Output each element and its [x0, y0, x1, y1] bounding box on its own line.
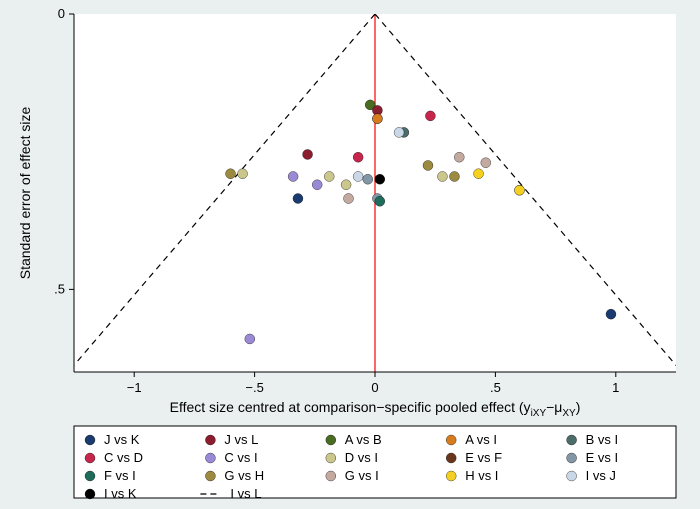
legend-item-label: J vs K [104, 432, 140, 447]
y-axis-label: Standard error of effect size [17, 107, 33, 280]
x-tick-label: −1 [127, 380, 142, 395]
legend-item-label: I vs K [104, 486, 137, 501]
legend-item-label: C vs I [224, 450, 257, 465]
legend-item-label: F vs I [104, 468, 136, 483]
legend-item-label: H vs I [465, 468, 498, 483]
legend-item-label: C vs D [104, 450, 143, 465]
x-tick-label: .5 [490, 380, 501, 395]
funnel-plot: −1−.50.510.5Effect size centred at compa… [0, 0, 700, 509]
legend-item-label: E vs I [586, 450, 619, 465]
x-tick-label: 0 [371, 380, 378, 395]
y-tick-label: 0 [58, 6, 65, 21]
legend-item-label: A vs I [465, 432, 497, 447]
chart-frame: −1−.50.510.5Effect size centred at compa… [0, 0, 700, 509]
legend-item-label: A vs B [345, 432, 382, 447]
legend-item-label: B vs I [586, 432, 619, 447]
legend-item-label: D vs I [345, 450, 378, 465]
y-tick-label: .5 [54, 281, 65, 296]
legend-item-label: G vs I [345, 468, 379, 483]
x-tick-label: −.5 [245, 380, 263, 395]
x-tick-label: 1 [612, 380, 619, 395]
legend-item-label: I vs L [230, 486, 261, 501]
legend-item-label: I vs J [586, 468, 616, 483]
legend-item-label: E vs F [465, 450, 502, 465]
legend-item-label: J vs L [224, 432, 258, 447]
legend-item-label: G vs H [224, 468, 264, 483]
